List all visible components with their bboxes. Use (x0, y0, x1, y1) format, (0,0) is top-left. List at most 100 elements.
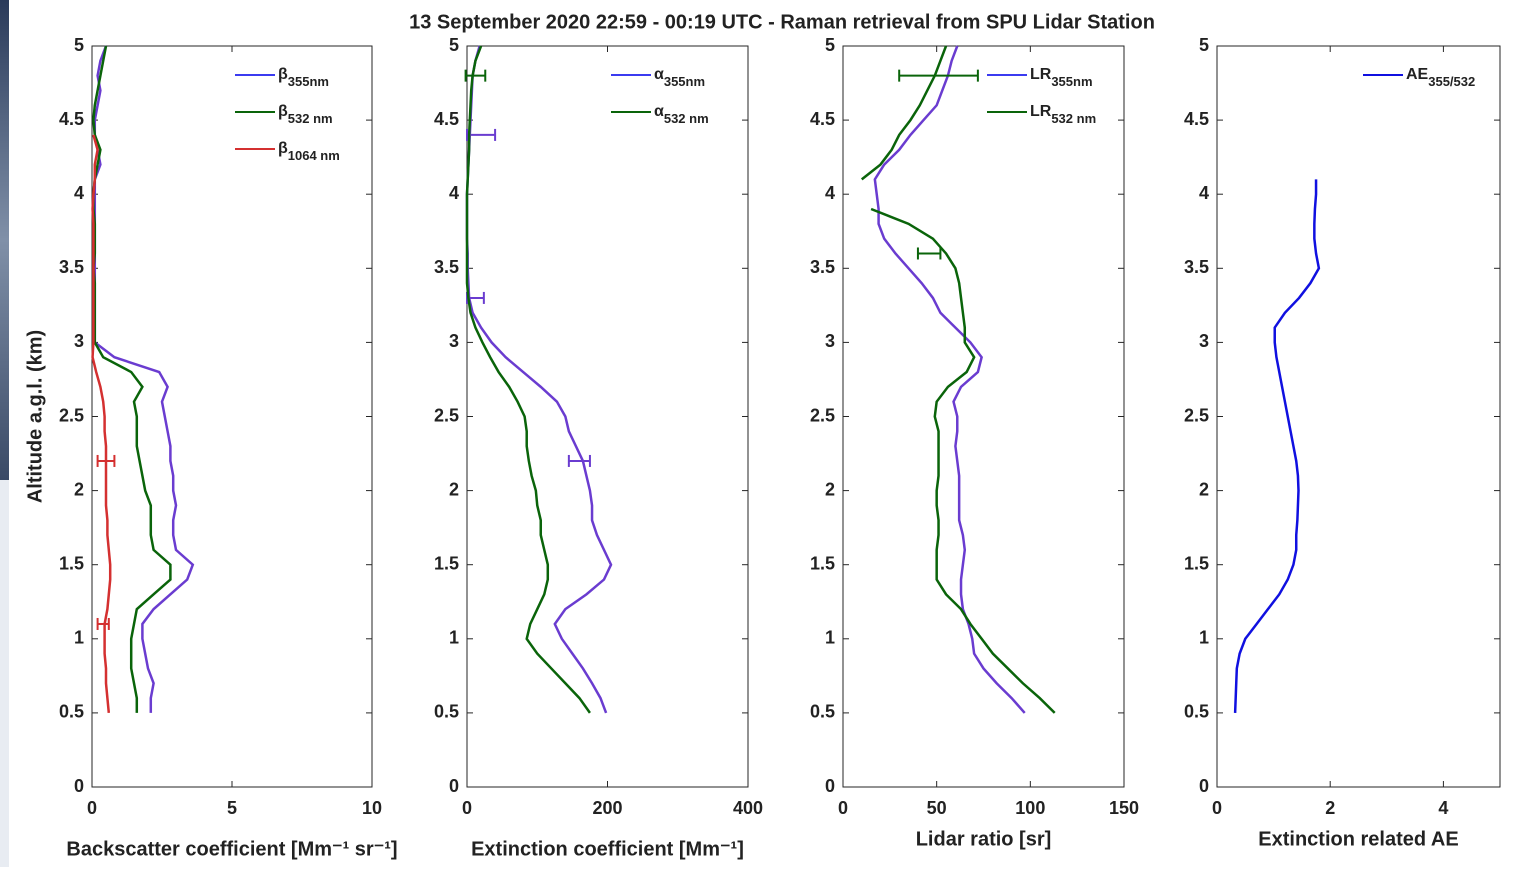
x-tick-label: 0 (838, 798, 848, 818)
plot-area (1216, 45, 1501, 788)
y-tick-label: 0.5 (1184, 702, 1209, 722)
side-strip (0, 480, 9, 867)
x-tick-label: 10 (362, 798, 382, 818)
y-tick-label: 2 (1199, 479, 1209, 499)
y-tick-label: 5 (449, 35, 459, 55)
y-tick-label: 0 (449, 776, 459, 796)
y-tick-label: 5 (825, 35, 835, 55)
y-tick-label: 4 (74, 183, 84, 203)
y-tick-label: 2 (74, 479, 84, 499)
legend-subscript: 532 nm (1051, 111, 1096, 126)
profile-line (465, 45, 591, 714)
legend-name: α (654, 103, 664, 120)
legend-subscript: 355/532 (1428, 74, 1475, 89)
legend-subscript: 532 nm (288, 111, 333, 126)
y-tick-label: 4 (449, 183, 459, 203)
y-tick-label: 3 (74, 331, 84, 351)
legend-subscript: 355nm (1051, 74, 1092, 89)
error-bar (96, 454, 116, 467)
figure-title: 13 September 2020 22:59 - 00:19 UTC - Ra… (409, 11, 1155, 33)
y-tick-label: 3.5 (434, 257, 459, 277)
legend-entry: α532 nm (654, 103, 709, 126)
y-tick-label: 4.5 (1184, 109, 1209, 129)
profile-line (1233, 179, 1321, 713)
y-tick-label: 2 (825, 479, 835, 499)
y-tick-label: 3.5 (59, 257, 84, 277)
plot-area (91, 45, 373, 788)
y-tick-label: 1 (449, 628, 459, 648)
legend-name: α (654, 66, 664, 83)
y-tick-label: 0.5 (434, 702, 459, 722)
x-tick-label: 400 (733, 798, 763, 818)
profile-line (860, 45, 1056, 714)
legend-name: β (278, 103, 288, 120)
legend-subscript: 355nm (288, 74, 329, 89)
y-tick-label: 2.5 (1184, 405, 1209, 425)
y-tick-label: 1 (825, 628, 835, 648)
y-tick-label: 2.5 (434, 405, 459, 425)
plot-area (842, 45, 1125, 788)
error-bar (898, 69, 979, 82)
x-axis-label: Lidar ratio [sr] (916, 828, 1052, 850)
y-tick-label: 5 (74, 35, 84, 55)
legend-subscript: 355nm (664, 74, 705, 89)
legend-entry: β1064 nm (278, 140, 340, 163)
y-tick-label: 2.5 (810, 405, 835, 425)
y-tick-label: 0.5 (810, 702, 835, 722)
y-tick-label: 1 (1199, 628, 1209, 648)
legend-name: AE (1406, 66, 1429, 83)
y-tick-label: 1.5 (810, 553, 835, 573)
y-tick-label: 1.5 (1184, 553, 1209, 573)
legend-entry: LR355nm (1030, 66, 1093, 89)
error-bar (466, 128, 497, 141)
x-tick-label: 0 (87, 798, 97, 818)
x-tick-label: 0 (462, 798, 472, 818)
y-tick-label: 3.5 (1184, 257, 1209, 277)
error-bar (464, 69, 487, 82)
profile-line (92, 45, 172, 713)
y-tick-label: 1.5 (59, 553, 84, 573)
y-tick-label: 4.5 (59, 109, 84, 129)
profile-line (91, 134, 112, 714)
legend-entry: β355nm (278, 66, 329, 89)
y-tick-label: 3.5 (810, 257, 835, 277)
y-tick-label: 0 (1199, 776, 1209, 796)
y-tick-label: 4 (825, 183, 835, 203)
x-axis-label: Extinction coefficient [Mm⁻¹] (471, 838, 744, 860)
y-tick-label: 2.5 (59, 405, 84, 425)
y-tick-label: 1.5 (434, 553, 459, 573)
y-tick-label: 3 (449, 331, 459, 351)
y-tick-label: 2 (449, 479, 459, 499)
legend-name: β (278, 140, 288, 157)
error-bar (96, 617, 110, 630)
legend-subscript: 532 nm (664, 111, 709, 126)
legend-name: LR (1030, 66, 1052, 83)
y-tick-label: 0 (825, 776, 835, 796)
x-tick-label: 100 (1015, 798, 1045, 818)
profile-line (873, 45, 1026, 714)
x-tick-label: 4 (1438, 798, 1448, 818)
legend-subscript: 1064 nm (288, 148, 340, 163)
y-tick-label: 0.5 (59, 702, 84, 722)
x-axis-label: Extinction related AE (1258, 828, 1458, 850)
plot-area (466, 45, 749, 788)
y-tick-label: 0 (74, 776, 84, 796)
legend-name: β (278, 66, 288, 83)
y-tick-label: 3 (1199, 331, 1209, 351)
x-tick-label: 0 (1212, 798, 1222, 818)
y-tick-label: 4.5 (434, 109, 459, 129)
y-tick-label: 1 (74, 628, 84, 648)
legend-entry: AE355/532 (1406, 66, 1475, 89)
x-axis-label: Backscatter coefficient [Mm⁻¹ sr⁻¹] (66, 838, 397, 860)
legend-name: LR (1030, 103, 1052, 120)
x-tick-label: 200 (592, 798, 622, 818)
y-axis-label: Altitude a.g.l. (km) (24, 330, 46, 503)
x-tick-label: 150 (1109, 798, 1139, 818)
y-tick-label: 4.5 (810, 109, 835, 129)
side-image (0, 0, 9, 480)
x-tick-label: 50 (927, 798, 947, 818)
legend-entry: LR532 nm (1030, 103, 1096, 126)
y-tick-label: 5 (1199, 35, 1209, 55)
